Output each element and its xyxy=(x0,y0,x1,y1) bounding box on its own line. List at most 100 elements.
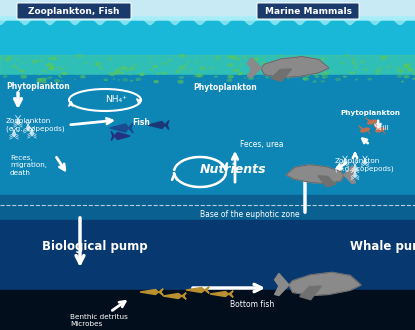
Ellipse shape xyxy=(58,75,61,77)
Ellipse shape xyxy=(114,71,120,75)
Ellipse shape xyxy=(244,77,246,79)
Ellipse shape xyxy=(17,119,20,125)
Ellipse shape xyxy=(260,61,266,64)
Ellipse shape xyxy=(397,74,403,78)
Ellipse shape xyxy=(40,78,46,81)
Ellipse shape xyxy=(195,61,198,63)
Polygon shape xyxy=(111,131,115,141)
Ellipse shape xyxy=(178,66,186,70)
Ellipse shape xyxy=(46,63,53,67)
Text: NH₄⁺: NH₄⁺ xyxy=(105,95,127,104)
Ellipse shape xyxy=(353,61,355,62)
Ellipse shape xyxy=(321,73,325,76)
Polygon shape xyxy=(140,289,159,294)
Bar xyxy=(0,75,415,195)
Text: Zooplankton
(e.g., copepods): Zooplankton (e.g., copepods) xyxy=(6,118,65,132)
Ellipse shape xyxy=(22,71,24,72)
Ellipse shape xyxy=(310,69,314,71)
Ellipse shape xyxy=(154,80,159,83)
Ellipse shape xyxy=(344,76,347,78)
Ellipse shape xyxy=(335,78,341,81)
Ellipse shape xyxy=(239,63,244,66)
Bar xyxy=(0,18,415,75)
Ellipse shape xyxy=(42,81,47,83)
Ellipse shape xyxy=(237,72,242,76)
Polygon shape xyxy=(344,166,356,183)
Ellipse shape xyxy=(183,64,187,66)
Ellipse shape xyxy=(277,73,283,76)
Ellipse shape xyxy=(311,62,318,67)
Ellipse shape xyxy=(119,67,124,70)
Ellipse shape xyxy=(49,67,55,70)
Ellipse shape xyxy=(305,69,311,73)
Ellipse shape xyxy=(288,77,291,78)
Ellipse shape xyxy=(131,56,133,58)
Ellipse shape xyxy=(354,64,357,66)
Ellipse shape xyxy=(322,75,328,79)
Ellipse shape xyxy=(36,80,42,83)
Ellipse shape xyxy=(139,73,145,76)
Ellipse shape xyxy=(20,69,25,73)
Ellipse shape xyxy=(367,120,377,124)
Ellipse shape xyxy=(307,60,313,64)
Ellipse shape xyxy=(3,75,7,78)
Ellipse shape xyxy=(129,67,135,71)
Polygon shape xyxy=(115,133,130,140)
Polygon shape xyxy=(261,57,329,78)
Polygon shape xyxy=(163,293,182,299)
Ellipse shape xyxy=(0,56,4,60)
Text: Base of the euphotic zone: Base of the euphotic zone xyxy=(200,210,300,219)
Ellipse shape xyxy=(161,72,167,75)
Ellipse shape xyxy=(27,60,29,61)
Ellipse shape xyxy=(150,68,154,71)
Polygon shape xyxy=(247,57,261,78)
Text: Biological pump: Biological pump xyxy=(42,240,148,253)
Polygon shape xyxy=(229,291,233,297)
Ellipse shape xyxy=(84,62,88,64)
Polygon shape xyxy=(205,287,209,293)
Ellipse shape xyxy=(315,75,319,78)
Ellipse shape xyxy=(310,64,312,65)
Ellipse shape xyxy=(133,64,137,66)
Ellipse shape xyxy=(57,69,59,71)
Ellipse shape xyxy=(118,79,120,81)
Ellipse shape xyxy=(47,55,49,56)
Ellipse shape xyxy=(66,68,68,69)
Ellipse shape xyxy=(273,64,279,68)
Text: Nutrients: Nutrients xyxy=(200,163,266,176)
Ellipse shape xyxy=(378,68,381,69)
Ellipse shape xyxy=(156,73,159,75)
Polygon shape xyxy=(129,123,133,133)
Ellipse shape xyxy=(381,58,384,60)
Ellipse shape xyxy=(381,56,387,59)
Ellipse shape xyxy=(313,73,317,76)
Ellipse shape xyxy=(412,78,415,80)
Text: Phytoplankton: Phytoplankton xyxy=(193,83,257,92)
Ellipse shape xyxy=(12,131,15,137)
Ellipse shape xyxy=(17,59,20,61)
Ellipse shape xyxy=(199,66,205,70)
Ellipse shape xyxy=(19,70,23,72)
Ellipse shape xyxy=(322,77,326,79)
Ellipse shape xyxy=(375,128,385,132)
Ellipse shape xyxy=(48,58,51,60)
Ellipse shape xyxy=(352,62,356,65)
Ellipse shape xyxy=(122,67,127,70)
Ellipse shape xyxy=(343,76,346,78)
Ellipse shape xyxy=(250,76,253,78)
Polygon shape xyxy=(318,176,335,187)
Text: Phytoplankton: Phytoplankton xyxy=(6,82,70,91)
Ellipse shape xyxy=(41,55,44,57)
Ellipse shape xyxy=(249,77,254,80)
Ellipse shape xyxy=(376,73,379,75)
Ellipse shape xyxy=(32,60,38,63)
Ellipse shape xyxy=(398,69,404,73)
Text: Feces,
migration,
death: Feces, migration, death xyxy=(10,155,47,176)
Ellipse shape xyxy=(112,78,115,80)
Ellipse shape xyxy=(265,76,269,79)
Ellipse shape xyxy=(234,57,241,61)
Polygon shape xyxy=(289,272,361,295)
Ellipse shape xyxy=(179,54,185,57)
Text: Whale pump: Whale pump xyxy=(350,240,415,253)
Ellipse shape xyxy=(227,55,233,58)
